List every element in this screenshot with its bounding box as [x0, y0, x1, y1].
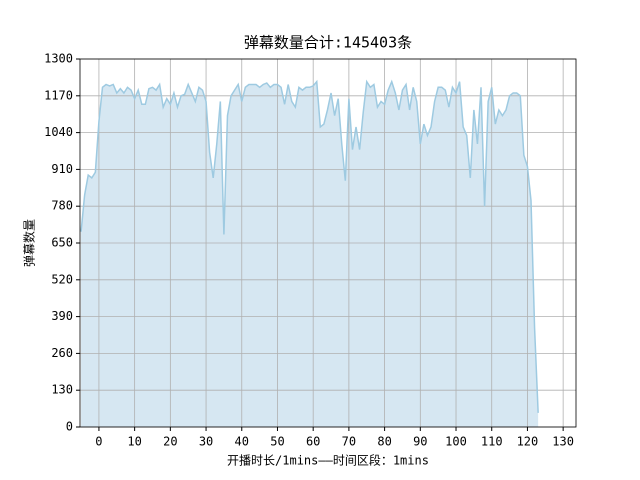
chart-title: 弹幕数量合计:145403条 [244, 34, 412, 52]
y-tick-label: 520 [51, 272, 73, 286]
x-tick-label: 100 [445, 435, 467, 449]
x-tick-label: 80 [377, 435, 391, 449]
y-tick-label: 1170 [44, 88, 73, 102]
y-tick-label: 650 [51, 236, 73, 250]
y-tick-label: 390 [51, 309, 73, 323]
x-tick-label: 90 [413, 435, 427, 449]
y-tick-label: 910 [51, 162, 73, 176]
x-tick-label: 110 [481, 435, 503, 449]
y-tick-label: 0 [66, 420, 73, 434]
y-tick-label: 1040 [44, 125, 73, 139]
x-tick-label: 50 [270, 435, 284, 449]
y-tick-label: 130 [51, 383, 73, 397]
y-axis-label: 弹幕数量 [22, 219, 37, 267]
y-tick-label: 1300 [44, 52, 73, 66]
x-tick-label: 10 [127, 435, 141, 449]
x-tick-label: 20 [163, 435, 177, 449]
x-tick-label: 130 [552, 435, 574, 449]
line [80, 79, 539, 413]
x-tick-label: 0 [95, 435, 102, 449]
x-tick-label: 60 [306, 435, 320, 449]
x-tick-label: 30 [199, 435, 213, 449]
y-tick-label: 260 [51, 346, 73, 360]
plot-frame [79, 58, 577, 428]
x-axis-label: 开播时长/1mins——时间区段：1mins [227, 453, 429, 468]
x-tick-label: 120 [517, 435, 539, 449]
y-tick-label: 780 [51, 199, 73, 213]
x-tick-label: 70 [342, 435, 356, 449]
area [81, 81, 539, 428]
x-tick-label: 40 [235, 435, 249, 449]
